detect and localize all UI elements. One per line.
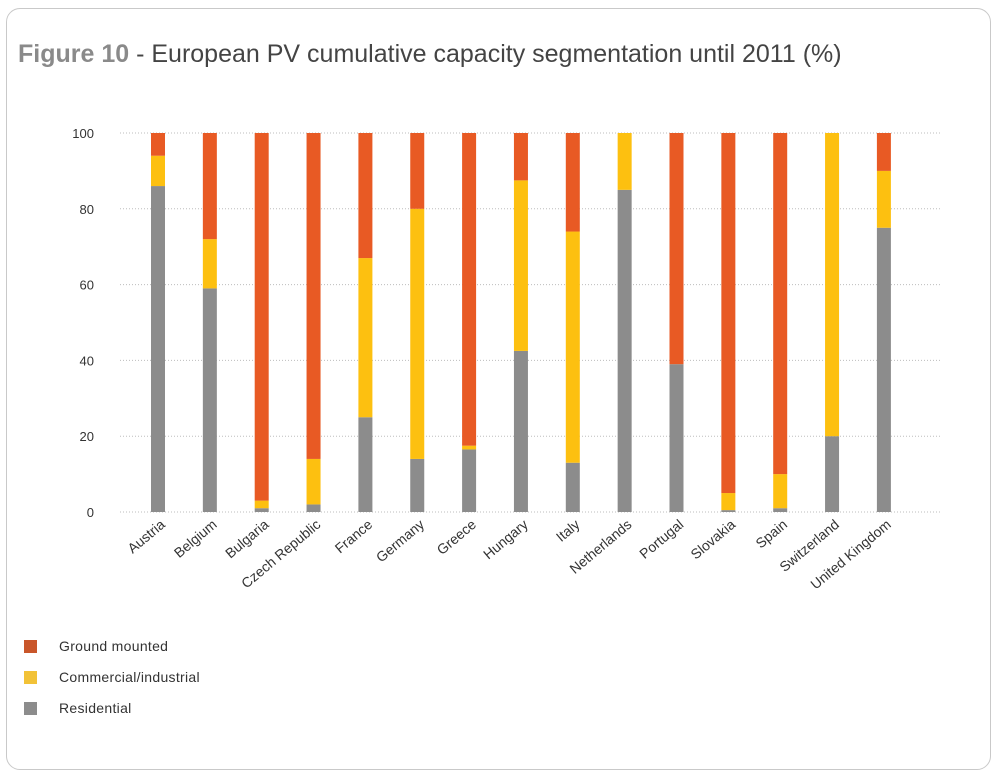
bar-hungary-ground-mounted [513,133,528,181]
bar-belgium-ground-mounted [202,133,217,240]
bar-austria-ground-mounted [151,133,165,156]
bar-united-kingdom-ground-mounted [876,133,891,171]
bar-austria-commercial-industrial [151,155,165,187]
legend-label-commercial-industrial: Commercial/industrial [59,669,200,685]
legend-label-ground-mounted: Ground mounted [59,638,169,654]
bar-italy-residential [565,462,580,512]
y-tick-label-100: 100 [72,126,94,141]
bar-germany-commercial-industrial [410,208,425,459]
title-separator: - [129,40,152,68]
x-tick-label-spain: Spain [752,516,790,551]
bar-united-kingdom-commercial-industrial [876,170,891,228]
title-text: European PV cumulative capacity segmenta… [151,40,842,68]
bar-france-ground-mounted [358,133,373,259]
figure-title: Figure 10 - European PV cumulative capac… [18,40,842,69]
bar-czech-republic-ground-mounted [306,133,321,459]
bar-switzerland-residential [825,436,840,512]
legend-item-residential: Residential [24,696,200,720]
bar-bulgaria-residential [254,508,269,512]
bar-france-residential [358,417,373,512]
bar-hungary-residential [513,350,528,512]
x-tick-label-france: France [332,516,376,556]
bar-spain-residential [773,508,788,512]
bar-slovakia-commercial-industrial [721,493,736,511]
x-tick-label-italy: Italy [553,516,583,545]
bar-greece-residential [462,449,477,512]
legend-swatch-commercial-industrial [24,670,37,684]
legend-item-commercial-industrial: Commercial/industrial [24,665,200,689]
bar-portugal-residential [669,364,684,512]
bar-portugal-ground-mounted [669,133,684,365]
y-tick-label-60: 60 [80,278,94,293]
bar-slovakia-residential [721,510,736,512]
bar-belgium-commercial-industrial [202,239,217,289]
chart-legend: Ground mounted Commercial/industrial Res… [24,634,200,727]
y-tick-label-80: 80 [80,202,94,217]
x-tick-label-hungary: Hungary [480,516,531,562]
x-tick-label-slovakia: Slovakia [687,516,738,562]
bar-belgium-residential [202,288,217,512]
y-tick-label-20: 20 [80,429,94,444]
x-tick-label-austria: Austria [124,516,168,556]
x-tick-label-belgium: Belgium [171,516,220,561]
bar-italy-commercial-industrial [565,231,580,463]
bar-switzerland-commercial-industrial [825,133,840,437]
figure-number: Figure 10 [18,40,130,68]
bar-austria-residential [151,186,165,512]
y-tick-label-40: 40 [80,353,94,368]
legend-swatch-residential [24,701,37,715]
bar-czech-republic-commercial-industrial [306,458,321,505]
legend-swatch-ground-mounted [24,639,37,653]
x-tick-label-germany: Germany [373,516,427,565]
bar-czech-republic-residential [306,504,321,512]
bar-spain-ground-mounted [773,133,788,475]
bar-hungary-commercial-industrial [513,180,528,351]
bar-spain-commercial-industrial [773,474,788,509]
x-tick-label-portugal: Portugal [636,516,686,562]
bar-slovakia-ground-mounted [721,133,736,494]
bar-netherlands-commercial-industrial [617,133,632,190]
legend-item-ground-mounted: Ground mounted [24,634,200,658]
bar-italy-ground-mounted [565,133,580,232]
x-tick-label-greece: Greece [434,516,480,558]
y-tick-label-0: 0 [87,505,94,520]
bar-greece-ground-mounted [462,133,477,446]
bar-germany-residential [410,458,425,512]
bar-france-commercial-industrial [358,258,373,418]
bar-bulgaria-commercial-industrial [254,500,269,509]
bar-netherlands-residential [617,189,632,512]
x-tick-label-bulgaria: Bulgaria [222,516,272,561]
legend-label-residential: Residential [59,700,132,716]
bar-germany-ground-mounted [410,133,425,209]
bar-united-kingdom-residential [876,227,891,512]
bar-greece-commercial-industrial [462,445,477,450]
bar-bulgaria-ground-mounted [254,133,269,501]
